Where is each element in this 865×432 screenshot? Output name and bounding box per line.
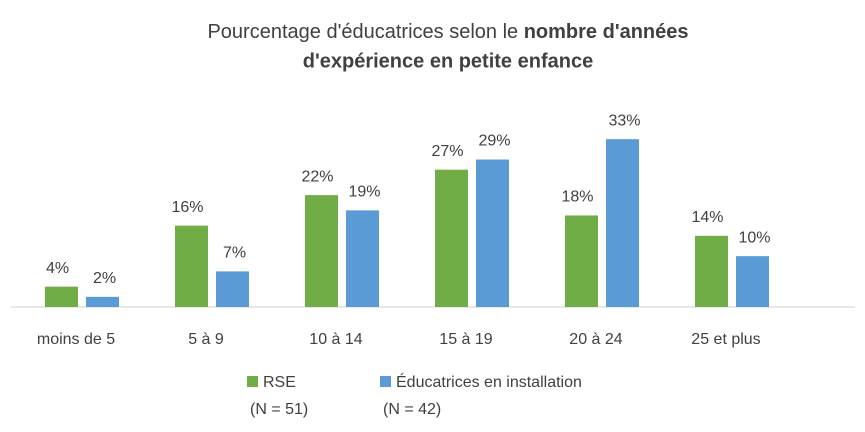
legend-label: RSE: [263, 374, 296, 391]
data-label: 19%: [348, 184, 380, 201]
legend-swatch: [380, 376, 391, 387]
x-tick-label: 20 à 24: [569, 331, 622, 348]
legend-note: (N = 42): [383, 401, 441, 418]
data-label: 29%: [478, 133, 510, 150]
data-label: 22%: [301, 168, 333, 185]
data-label: 16%: [171, 199, 203, 216]
chart-title-line2: d'expérience en petite enfance: [303, 50, 593, 72]
legend-label: Éducatrices en installation: [396, 372, 582, 391]
x-tick-label: 15 à 19: [439, 331, 492, 348]
data-label: 10%: [738, 229, 770, 246]
bar: [216, 271, 249, 307]
bar: [606, 139, 639, 307]
data-label: 4%: [46, 260, 69, 277]
data-label: 7%: [223, 245, 246, 262]
bar: [435, 169, 468, 307]
x-tick-label: 5 à 9: [188, 331, 224, 348]
bar: [175, 225, 208, 307]
title-bold: nombre d'années: [524, 21, 689, 43]
x-tick-label: 25 et plus: [691, 331, 760, 348]
x-tick-label: 10 à 14: [309, 331, 362, 348]
bar: [305, 195, 338, 307]
bar: [86, 296, 119, 307]
chart-title: Pourcentage d'éducatrices selon le nombr…: [207, 21, 688, 43]
data-label: 2%: [93, 270, 116, 287]
data-label: 33%: [608, 112, 640, 129]
bar: [565, 215, 598, 307]
title-regular: Pourcentage d'éducatrices selon le: [207, 21, 518, 43]
legend-swatch: [247, 376, 258, 387]
data-label: 18%: [561, 189, 593, 206]
bar: [695, 235, 728, 307]
x-tick-label: moins de 5: [37, 331, 115, 348]
bar: [736, 256, 769, 307]
bar: [45, 286, 78, 307]
bar: [476, 159, 509, 307]
legend-note: (N = 51): [250, 401, 308, 418]
data-label: 27%: [431, 143, 463, 160]
bar: [346, 210, 379, 307]
data-label: 14%: [691, 209, 723, 226]
